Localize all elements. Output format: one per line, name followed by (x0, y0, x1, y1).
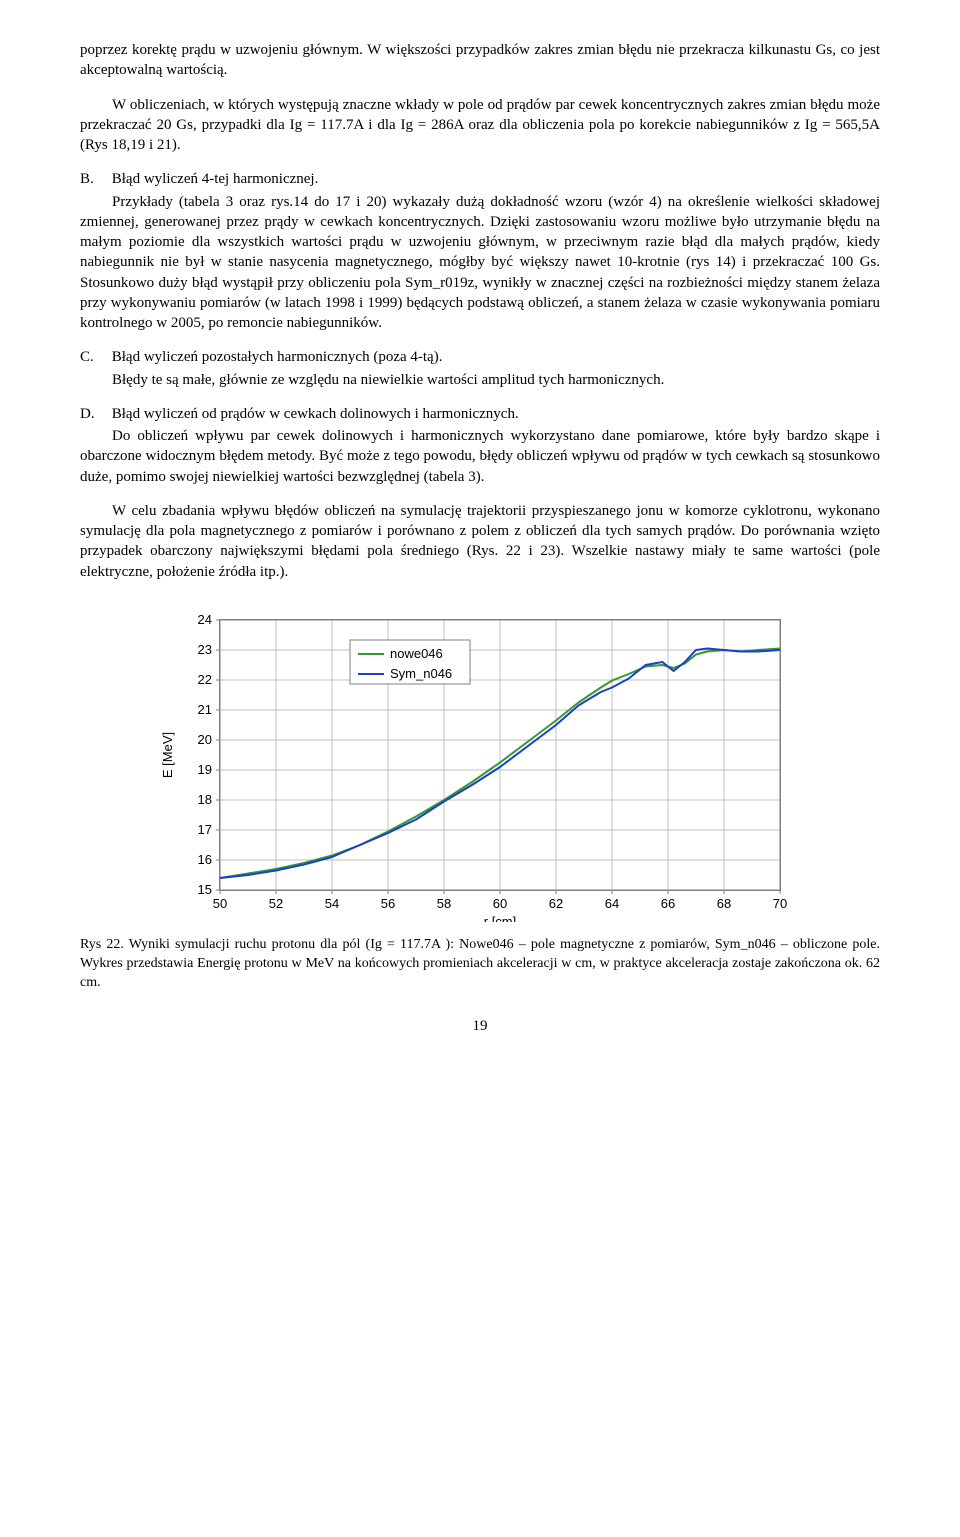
paragraph: W celu zbadania wpływu błędów obliczeń n… (80, 501, 880, 582)
svg-text:Sym_n046: Sym_n046 (390, 666, 452, 681)
svg-text:62: 62 (549, 896, 563, 911)
section-heading-d: D. Błąd wyliczeń od prądów w cewkach dol… (80, 404, 880, 424)
section-title-text: Błąd wyliczeń 4-tej harmonicznej. (112, 171, 319, 187)
svg-text:50: 50 (213, 896, 227, 911)
svg-text:19: 19 (198, 762, 212, 777)
paragraph: W obliczeniach, w których występują znac… (80, 95, 880, 156)
svg-text:54: 54 (325, 896, 339, 911)
line-chart: 50 52 54 56 58 60 62 64 66 68 70 15 16 17 18 19 20 21 22 23… (150, 602, 810, 922)
svg-text:60: 60 (493, 896, 507, 911)
paragraph: Błędy te są małe, głównie ze względu na … (80, 370, 880, 390)
svg-text:17: 17 (198, 822, 212, 837)
section-label: B. (80, 169, 108, 189)
svg-text:58: 58 (437, 896, 451, 911)
section-title-text: Błąd wyliczeń od prądów w cewkach dolino… (112, 406, 519, 422)
svg-text:21: 21 (198, 702, 212, 717)
svg-text:68: 68 (717, 896, 731, 911)
figure-caption: Rys 22. Wyniki symulacji ruchu protonu d… (80, 936, 880, 993)
svg-text:24: 24 (198, 612, 212, 627)
section-label: D. (80, 404, 108, 424)
svg-text:64: 64 (605, 896, 619, 911)
svg-text:20: 20 (198, 732, 212, 747)
svg-text:56: 56 (381, 896, 395, 911)
paragraph: Do obliczeń wpływu par cewek dolinowych … (80, 426, 880, 487)
svg-text:70: 70 (773, 896, 787, 911)
svg-text:15: 15 (198, 882, 212, 897)
section-label: C. (80, 347, 108, 367)
svg-text:22: 22 (198, 672, 212, 687)
section-title-text: Błąd wyliczeń pozostałych harmonicznych … (112, 349, 443, 365)
svg-text:16: 16 (198, 852, 212, 867)
svg-text:r [cm]: r [cm] (484, 914, 517, 922)
section-heading-c: C. Błąd wyliczeń pozostałych harmoniczny… (80, 347, 880, 367)
chart-figure-22: 50 52 54 56 58 60 62 64 66 68 70 15 16 17 18 19 20 21 22 23… (150, 602, 810, 922)
paragraph: poprzez korektę prądu w uzwojeniu główny… (80, 40, 880, 81)
svg-text:nowe046: nowe046 (390, 646, 443, 661)
svg-text:66: 66 (661, 896, 675, 911)
page-number: 19 (80, 1018, 880, 1035)
svg-text:E [MeV]: E [MeV] (160, 732, 175, 778)
svg-text:52: 52 (269, 896, 283, 911)
svg-text:23: 23 (198, 642, 212, 657)
paragraph: Przykłady (tabela 3 oraz rys.14 do 17 i … (80, 192, 880, 334)
svg-text:18: 18 (198, 792, 212, 807)
section-heading-b: B. Błąd wyliczeń 4-tej harmonicznej. (80, 169, 880, 189)
